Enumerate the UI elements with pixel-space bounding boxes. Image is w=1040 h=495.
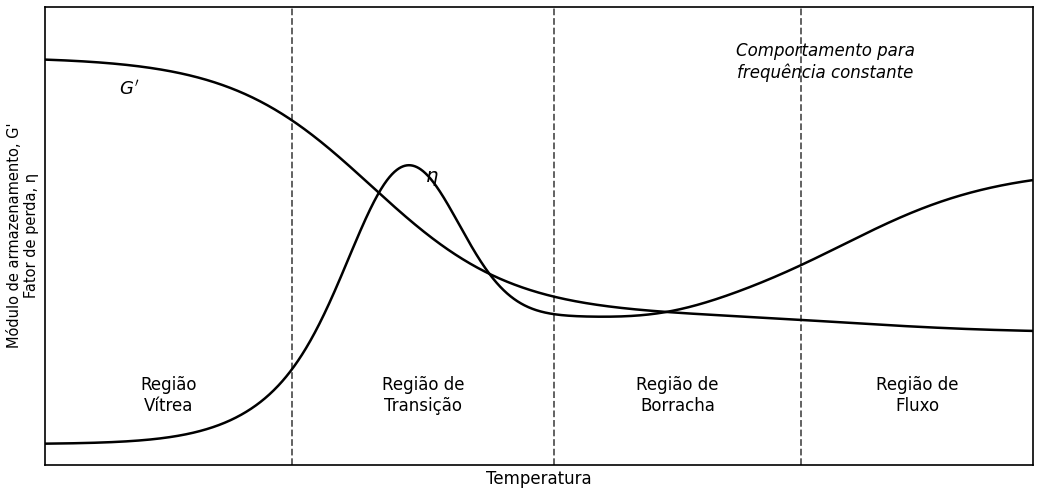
X-axis label: Temperatura: Temperatura	[486, 470, 592, 488]
Text: Região de
Fluxo: Região de Fluxo	[876, 376, 959, 415]
Text: Região de
Transição: Região de Transição	[382, 376, 465, 415]
Text: $G'$: $G'$	[119, 80, 139, 99]
Y-axis label: Módulo de armazenamento, G'
Fator de perda, η: Módulo de armazenamento, G' Fator de per…	[7, 123, 40, 348]
Text: Região de
Borracha: Região de Borracha	[636, 376, 719, 415]
Text: Região
Vítrea: Região Vítrea	[140, 376, 197, 415]
Text: $\eta$: $\eta$	[425, 169, 439, 188]
Text: Comportamento para
frequência constante: Comportamento para frequência constante	[736, 42, 915, 82]
